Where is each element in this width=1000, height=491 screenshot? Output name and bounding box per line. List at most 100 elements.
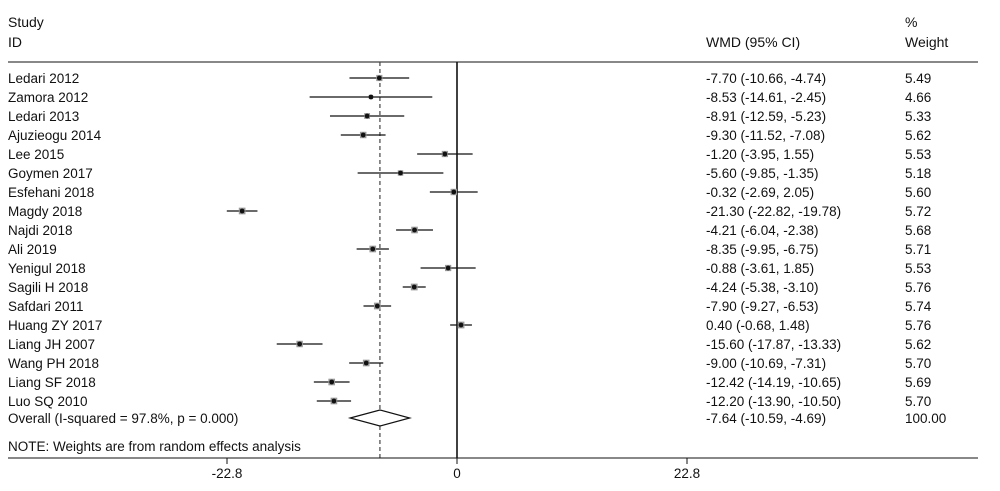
- table-row: Ledari 2012 -7.70 (-10.66, -4.74) 5.49: [8, 71, 931, 86]
- study-label: Sagili H 2018: [8, 280, 88, 295]
- table-row: Esfehani 2018 -0.32 (-2.69, 2.05) 5.60: [8, 185, 931, 200]
- study-label: Lee 2015: [8, 147, 64, 162]
- weight-text: 4.66: [905, 90, 931, 105]
- point-estimate: [329, 379, 335, 385]
- table-row: Lee 2015 -1.20 (-3.95, 1.55) 5.53: [8, 147, 931, 162]
- weight-text: 5.60: [905, 185, 931, 200]
- ci-text: -9.30 (-11.52, -7.08): [706, 128, 825, 143]
- study-label: Esfehani 2018: [8, 185, 94, 200]
- overall-diamond: [347, 409, 412, 427]
- point-estimate: [239, 208, 245, 214]
- study-rows: Ledari 2012 -7.70 (-10.66, -4.74) 5.49 Zamo…: [8, 71, 932, 409]
- point-estimate: [411, 284, 417, 290]
- weight-text: 5.68: [905, 223, 931, 238]
- point-estimate: [451, 189, 457, 195]
- point-estimate: [412, 227, 417, 233]
- weight-text: 5.76: [905, 280, 931, 295]
- table-row: Ajuzieogu 2014 -9.30 (-11.52, -7.08) 5.62: [8, 128, 931, 143]
- point-estimate: [368, 94, 374, 100]
- ci-text: -8.53 (-14.61, -2.45): [706, 90, 826, 105]
- point-estimate: [331, 398, 337, 404]
- point-estimate: [445, 265, 451, 271]
- x-axis-ticks: -22.8 0 22.8: [212, 458, 700, 481]
- weight-text: 5.53: [905, 147, 931, 162]
- table-row: Sagili H 2018 -4.24 (-5.38, -3.10) 5.76: [8, 280, 931, 295]
- ci-text: -4.21 (-6.04, -2.38): [706, 223, 819, 238]
- table-row: Liang JH 2007 -15.60 (-17.87, -13.33) 5.62: [8, 337, 931, 352]
- ci-text: -21.30 (-22.82, -19.78): [706, 204, 841, 219]
- header-weight-percent: %: [905, 14, 917, 30]
- table-row: Luo SQ 2010 -12.20 (-13.90, -10.50) 5.70: [8, 394, 931, 409]
- study-label: Zamora 2012: [8, 90, 88, 105]
- ci-text: 0.40 (-0.68, 1.48): [706, 318, 810, 333]
- ci-text: -4.24 (-5.38, -3.10): [706, 280, 819, 295]
- ci-text: -7.90 (-9.27, -6.53): [706, 299, 819, 314]
- weight-text: 5.70: [905, 394, 931, 409]
- point-estimate: [297, 341, 303, 347]
- study-label: Liang SF 2018: [8, 375, 96, 390]
- point-estimate: [363, 360, 369, 366]
- study-label: Ajuzieogu 2014: [8, 128, 102, 143]
- table-row: Huang ZY 2017 0.40 (-0.68, 1.48) 5.76: [8, 318, 931, 333]
- table-row: Goymen 2017 -5.60 (-9.85, -1.35) 5.18: [8, 166, 931, 181]
- point-estimate: [398, 170, 403, 176]
- ci-text: -8.91 (-12.59, -5.23): [706, 109, 826, 124]
- ci-text: -7.70 (-10.66, -4.74): [706, 71, 826, 86]
- weight-text: 5.76: [905, 318, 931, 333]
- study-label: Ali 2019: [8, 242, 57, 257]
- table-row: Yenigul 2018 -0.88 (-3.61, 1.85) 5.53: [8, 261, 931, 276]
- study-label: Ledari 2012: [8, 71, 79, 86]
- study-label: Magdy 2018: [8, 204, 82, 219]
- study-label: Liang JH 2007: [8, 337, 95, 352]
- ci-text: -1.20 (-3.95, 1.55): [706, 147, 814, 162]
- ci-text: -5.60 (-9.85, -1.35): [706, 166, 819, 181]
- ci-text: -9.00 (-10.69, -7.31): [706, 356, 826, 371]
- header-effect: WMD (95% CI): [706, 34, 800, 50]
- header-id: ID: [8, 34, 22, 50]
- ci-text: -0.32 (-2.69, 2.05): [706, 185, 814, 200]
- point-estimate: [458, 322, 464, 328]
- table-row: Liang SF 2018 -12.42 (-14.19, -10.65) 5.69: [8, 375, 931, 390]
- weight-text: 5.53: [905, 261, 931, 276]
- table-row: Zamora 2012 -8.53 (-14.61, -2.45) 4.66: [8, 90, 931, 105]
- study-label: Ledari 2013: [8, 109, 79, 124]
- x-tick-label: -22.8: [212, 466, 243, 481]
- header-weight: Weight: [905, 34, 948, 50]
- x-tick-label: 22.8: [674, 466, 700, 481]
- point-estimate: [376, 75, 382, 81]
- ci-text: -12.42 (-14.19, -10.65): [706, 375, 841, 390]
- ci-text: -12.20 (-13.90, -10.50): [706, 394, 841, 409]
- ci-text: -8.35 (-9.95, -6.75): [706, 242, 819, 257]
- weight-text: 5.62: [905, 128, 931, 143]
- point-estimate: [360, 132, 366, 138]
- ci-text: -15.60 (-17.87, -13.33): [706, 337, 841, 352]
- table-row: Wang PH 2018 -9.00 (-10.69, -7.31) 5.70: [8, 356, 931, 371]
- study-label: Wang PH 2018: [8, 356, 99, 371]
- weight-text: 5.74: [905, 299, 932, 314]
- point-estimate: [442, 151, 448, 157]
- weight-text: 5.18: [905, 166, 931, 181]
- x-tick-label: 0: [453, 466, 461, 481]
- weight-text: 5.71: [905, 242, 931, 257]
- study-label: Yenigul 2018: [8, 261, 86, 276]
- table-row: Safdari 2011 -7.90 (-9.27, -6.53) 5.74: [8, 299, 932, 314]
- weight-text: 5.33: [905, 109, 931, 124]
- study-label: Huang ZY 2017: [8, 318, 102, 333]
- table-row: Ali 2019 -8.35 (-9.95, -6.75) 5.71: [8, 242, 931, 257]
- weight-text: 5.69: [905, 375, 931, 390]
- weight-text: 5.72: [905, 204, 931, 219]
- table-row: Ledari 2013 -8.91 (-12.59, -5.23) 5.33: [8, 109, 931, 124]
- header-study: Study: [8, 14, 44, 30]
- overall-label: Overall (I-squared = 97.8%, p = 0.000): [8, 411, 238, 426]
- ci-text: -0.88 (-3.61, 1.85): [706, 261, 814, 276]
- weight-text: 5.49: [905, 71, 931, 86]
- weight-text: 5.70: [905, 356, 931, 371]
- study-label: Safdari 2011: [8, 299, 84, 314]
- table-row: Najdi 2018 -4.21 (-6.04, -2.38) 5.68: [8, 223, 931, 238]
- point-estimate: [374, 303, 380, 309]
- study-label: Najdi 2018: [8, 223, 73, 238]
- overall-ci: -7.64 (-10.59, -4.69): [706, 411, 826, 426]
- point-estimate: [364, 113, 370, 119]
- weights-note: NOTE: Weights are from random effects an…: [8, 439, 301, 454]
